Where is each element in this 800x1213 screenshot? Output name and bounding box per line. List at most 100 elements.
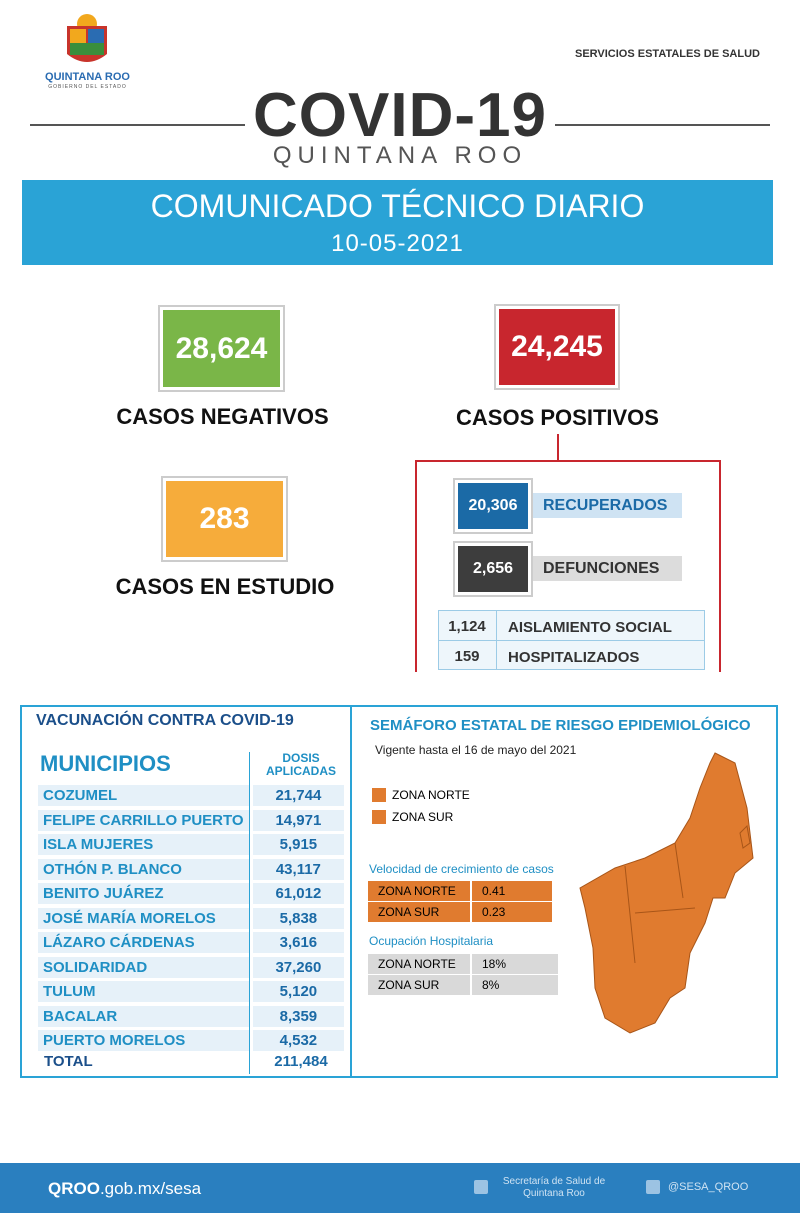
municipio: BENITO JUÁREZ bbox=[38, 883, 249, 904]
vaccination-row: ISLA MUJERES 5,915 bbox=[38, 834, 344, 855]
label-bar bbox=[532, 493, 682, 518]
dosis: 14,971 bbox=[252, 809, 344, 831]
vaccination-row: FELIPE CARRILLO PUERTO 14,971 bbox=[38, 809, 344, 831]
municipio: TULUM bbox=[38, 981, 249, 1002]
hospital-value: 159 bbox=[454, 647, 480, 665]
occupancy: 8% bbox=[472, 975, 558, 995]
total-value: 211,484 bbox=[274, 1053, 328, 1070]
municipio: BACALAR bbox=[38, 1005, 249, 1027]
positive-bracket bbox=[415, 460, 721, 672]
occupancy: 18% bbox=[472, 954, 558, 974]
municipio: ISLA MUJERES bbox=[38, 834, 249, 855]
footer-site: QROO.gob.mx/sesa bbox=[48, 1179, 201, 1199]
municipio: LÁZARO CÁRDENAS bbox=[38, 932, 249, 953]
vaccination-row: JOSÉ MARÍA MORELOS 5,838 bbox=[38, 907, 344, 929]
recovered-value: 20,306 bbox=[453, 478, 533, 534]
municipio: OTHÓN P. BLANCO bbox=[38, 858, 249, 880]
negative-label: CASOS NEGATIVOS bbox=[116, 404, 329, 429]
positive-label: CASOS POSITIVOS bbox=[456, 405, 659, 430]
banner bbox=[22, 180, 773, 265]
dosis: 4,532 bbox=[252, 1030, 344, 1051]
recovered-label: RECUPERADOS bbox=[543, 497, 668, 514]
deaths-value: 2,656 bbox=[453, 541, 533, 597]
legend-swatch bbox=[372, 788, 386, 802]
site-bold: QROO bbox=[48, 1179, 100, 1198]
municipio: PUERTO MORELOS bbox=[38, 1030, 249, 1051]
vaccination-row: BENITO JUÁREZ 61,012 bbox=[38, 883, 344, 904]
col-dosis: DOSIS APLICADAS bbox=[265, 751, 336, 778]
dosis: 43,117 bbox=[252, 858, 344, 880]
legend-label: ZONA NORTE bbox=[392, 788, 470, 802]
legend-swatch bbox=[372, 810, 386, 824]
panel bbox=[20, 705, 778, 1078]
banner-title: COMUNICADO TÉCNICO DIARIO bbox=[150, 187, 645, 224]
growth-title: Velocidad de crecimiento de casos bbox=[369, 862, 554, 876]
growth-row: ZONA SUR 0.23 bbox=[368, 902, 552, 922]
map bbox=[579, 752, 754, 1034]
hospital-row: ZONA SUR 8% bbox=[368, 975, 558, 995]
municipio: FELIPE CARRILLO PUERTO bbox=[38, 809, 249, 831]
vaccination-title: VACUNACIÓN CONTRA COVID-19 bbox=[36, 712, 294, 729]
growth-value: 0.41 bbox=[472, 881, 552, 901]
dosis: 5,120 bbox=[252, 981, 344, 1002]
validity: Vigente hasta el 16 de mayo del 2021 bbox=[375, 743, 577, 757]
growth-value: 0.23 bbox=[472, 902, 552, 922]
negative-value: 28,624 bbox=[158, 305, 285, 392]
isolation-value: 1,124 bbox=[448, 617, 486, 635]
vaccination-row: LÁZARO CÁRDENAS 3,616 bbox=[38, 932, 344, 953]
rule bbox=[30, 124, 245, 126]
isolation-label: AISLAMIENTO SOCIAL bbox=[508, 619, 672, 636]
banner-date: 10-05-2021 bbox=[331, 230, 464, 257]
municipio: JOSÉ MARÍA MORELOS bbox=[38, 907, 249, 929]
study-label: CASOS EN ESTUDIO bbox=[115, 574, 335, 599]
twitter: @SESA_QROO bbox=[668, 1181, 749, 1193]
total-label: TOTAL bbox=[44, 1053, 93, 1070]
zone: ZONA SUR bbox=[368, 975, 470, 995]
municipio: SOLIDARIDAD bbox=[38, 956, 249, 978]
vaccination-row: SOLIDARIDAD 37,260 bbox=[38, 956, 344, 978]
main-title: COVID-19 bbox=[253, 80, 547, 150]
col-municipios: MUNICIPIOS bbox=[40, 751, 171, 776]
hospital-title: Ocupación Hospitalaria bbox=[369, 934, 494, 948]
logo-text: QUINTANA ROO bbox=[45, 71, 130, 83]
legend-label: ZONA SUR bbox=[392, 810, 454, 824]
deaths-label: DEFUNCIONES bbox=[543, 560, 660, 577]
label-bar bbox=[532, 556, 682, 581]
dosis: 5,915 bbox=[252, 834, 344, 855]
municipio: COZUMEL bbox=[38, 785, 249, 806]
dosis: 5,838 bbox=[252, 907, 344, 929]
rule bbox=[249, 752, 250, 1074]
subtitle: QUINTANA ROO bbox=[272, 142, 528, 169]
rule bbox=[555, 124, 770, 126]
study-value: 283 bbox=[161, 476, 288, 562]
vaccination-row: BACALAR 8,359 bbox=[38, 1005, 344, 1027]
footer bbox=[0, 1163, 800, 1213]
dosis: 8,359 bbox=[252, 1005, 344, 1027]
semaforo-title: SEMÁFORO ESTATAL DE RIESGO EPIDEMIOLÓGIC… bbox=[370, 717, 751, 734]
vaccination-row: TULUM 5,120 bbox=[38, 981, 344, 1002]
dosis: 21,744 bbox=[252, 785, 344, 806]
vaccination-row: COZUMEL 21,744 bbox=[38, 785, 344, 806]
growth-row: ZONA NORTE 0.41 bbox=[368, 881, 552, 901]
vaccination-row: PUERTO MORELOS 4,532 bbox=[38, 1030, 344, 1051]
site-rest: .gob.mx/sesa bbox=[99, 1179, 202, 1198]
hospital-row: ZONA NORTE 18% bbox=[368, 954, 558, 974]
facebook-icon bbox=[474, 1180, 488, 1194]
zone: ZONA NORTE bbox=[368, 954, 470, 974]
zone: ZONA SUR bbox=[368, 902, 470, 922]
divider bbox=[350, 705, 352, 1078]
facebook: Secretaría de Salud de Quintana Roo bbox=[502, 1176, 606, 1199]
logo-subtext: GOBIERNO DEL ESTADO bbox=[48, 84, 127, 90]
hospital-label: HOSPITALIZADOS bbox=[508, 649, 640, 666]
dosis: 61,012 bbox=[252, 883, 344, 904]
zone: ZONA NORTE bbox=[368, 881, 470, 901]
connector bbox=[557, 434, 559, 460]
twitter-icon bbox=[646, 1180, 660, 1194]
vaccination-row: OTHÓN P. BLANCO 43,117 bbox=[38, 858, 344, 880]
logo-shield bbox=[67, 14, 107, 62]
rule bbox=[438, 640, 705, 641]
dosis: 3,616 bbox=[252, 932, 344, 953]
dosis: 37,260 bbox=[252, 956, 344, 978]
positive-value: 24,245 bbox=[494, 304, 620, 390]
